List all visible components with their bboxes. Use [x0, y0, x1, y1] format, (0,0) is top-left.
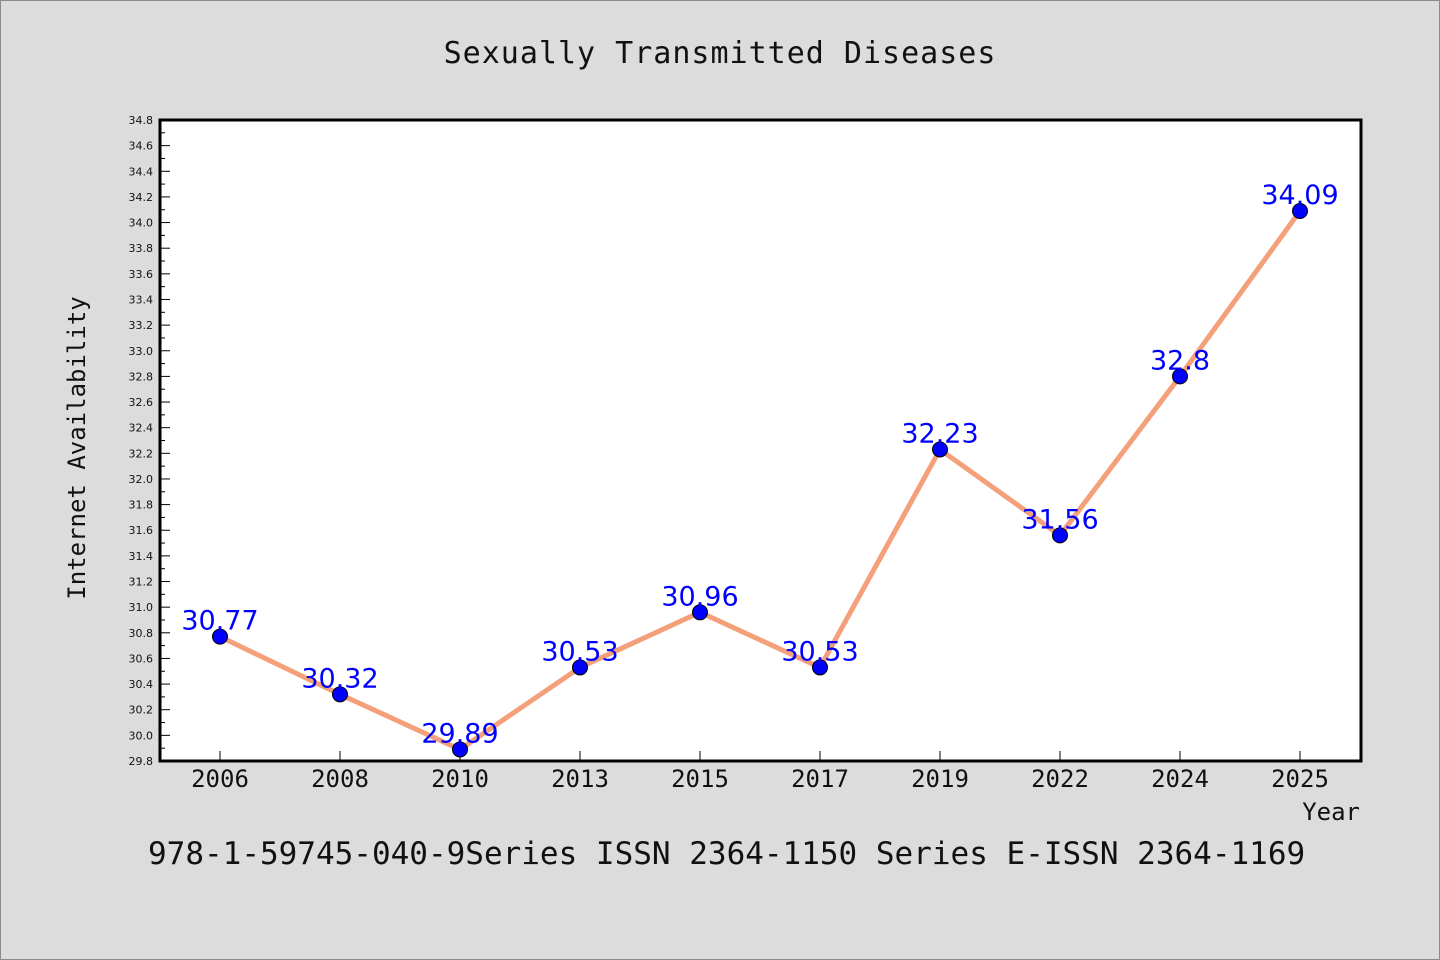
- x-tick-label: 2024: [1151, 765, 1209, 793]
- x-tick-label: 2006: [191, 765, 249, 793]
- x-tick-label: 2010: [431, 765, 489, 793]
- data-label: 30.77: [181, 606, 258, 637]
- data-label: 29.89: [421, 718, 498, 749]
- y-tick-label: 33.0: [129, 345, 154, 358]
- y-tick-label: 33.8: [129, 242, 154, 255]
- x-axis: 2006 2008 2010 2013 2015 2017 2019 2022 2024 2025: [191, 751, 1329, 793]
- y-tick-label: 30.2: [129, 704, 154, 717]
- data-point-marker: [452, 741, 468, 758]
- y-tick-label: 31.8: [129, 499, 154, 512]
- series-markers-group: [212, 203, 1308, 758]
- data-label: 32.23: [901, 418, 978, 449]
- y-tick-label: 33.4: [129, 293, 154, 306]
- data-label: 30.96: [661, 581, 738, 612]
- data-label: 30.32: [301, 663, 378, 694]
- data-point-marker: [212, 628, 228, 645]
- y-tick-label: 33.2: [129, 319, 154, 332]
- y-tick-label: 34.4: [129, 165, 154, 178]
- x-tick-label: 2019: [911, 765, 969, 793]
- x-tick-label: 2025: [1271, 765, 1329, 793]
- data-point-marker: [332, 686, 348, 703]
- y-tick-label: 29.8: [129, 755, 154, 768]
- y-tick-label: 32.8: [129, 370, 154, 383]
- y-tick-label: 32.0: [129, 473, 154, 486]
- y-tick-label: 34.2: [129, 191, 154, 204]
- y-tick-label: 34.0: [129, 217, 154, 230]
- y-tick-label: 30.4: [129, 678, 154, 691]
- plot-area: [158, 118, 1363, 763]
- data-label: 31.56: [1021, 504, 1098, 535]
- y-tick-label: 32.6: [129, 396, 154, 409]
- y-tick-label: 31.2: [129, 576, 154, 589]
- x-tick-label: 2015: [671, 765, 729, 793]
- chart-title: Sexually Transmitted Diseases: [444, 36, 997, 71]
- data-point-marker: [692, 604, 708, 621]
- y-tick-label: 33.6: [129, 268, 154, 281]
- series-line: [217, 208, 1303, 752]
- x-axis-title: Year: [1302, 798, 1360, 826]
- y-tick-label: 30.0: [129, 729, 154, 742]
- y-tick-label: 30.6: [129, 652, 154, 665]
- data-point-marker: [932, 441, 948, 458]
- footer-isbn-text: 978-1-59745-040-9Series ISSN 2364-1150 S…: [148, 836, 1305, 872]
- y-tick-label: 31.4: [129, 550, 154, 563]
- y-tick-label: 30.8: [129, 627, 154, 640]
- data-label: 30.53: [781, 636, 858, 667]
- x-tick-label: 2013: [551, 765, 609, 793]
- data-point-marker: [1052, 527, 1068, 544]
- y-axis-title: Internet Availability: [63, 296, 91, 599]
- data-label: 32.8: [1150, 345, 1210, 376]
- y-tick-label: 32.4: [129, 422, 154, 435]
- data-point-marker: [572, 659, 588, 676]
- y-tick-label: 34.6: [129, 140, 154, 153]
- y-tick-label: 31.6: [129, 524, 154, 537]
- data-label: 30.53: [541, 636, 618, 667]
- data-labels-group: 30.77 30.32 29.89 30.53 30.96 30.53 32.23 31.56…: [181, 180, 1338, 749]
- x-tick-label: 2008: [311, 765, 369, 793]
- data-point-marker: [1292, 203, 1308, 220]
- data-point-marker: [1172, 368, 1188, 385]
- data-point-marker: [812, 659, 828, 676]
- data-label: 34.09: [1261, 180, 1338, 211]
- y-tick-label: 32.2: [129, 447, 154, 460]
- series-line-group: [217, 208, 1303, 752]
- x-tick-label: 2022: [1031, 765, 1089, 793]
- y-tick-label: 34.8: [129, 114, 154, 127]
- x-tick-label: 2017: [791, 765, 849, 793]
- y-axis: 29.8 30.0 30.2 30.4 30.6 30.8 31.0 31.2 31.4 31.6…: [129, 114, 170, 768]
- y-tick-label: 31.0: [129, 601, 154, 614]
